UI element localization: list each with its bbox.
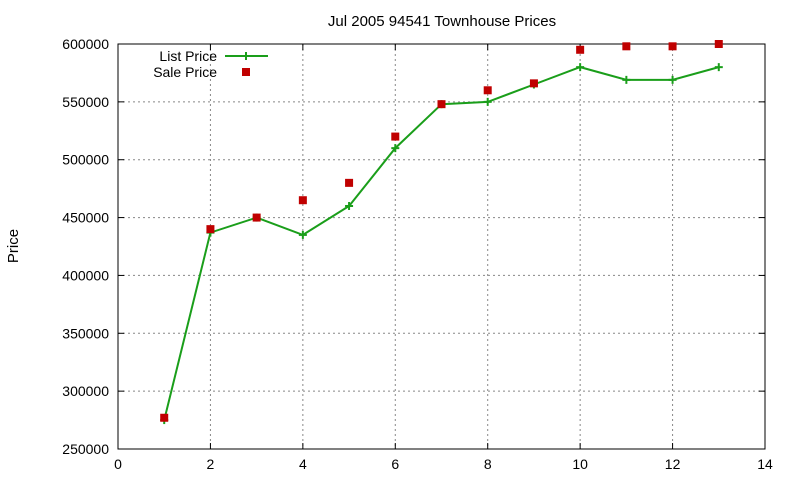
data-point bbox=[298, 196, 307, 205]
x-tick-label: 4 bbox=[299, 456, 307, 472]
y-tick-label: 350000 bbox=[62, 325, 109, 341]
x-tick-label: 2 bbox=[207, 456, 215, 472]
data-point bbox=[622, 42, 631, 51]
x-tick-label: 0 bbox=[114, 456, 122, 472]
data-point bbox=[391, 132, 400, 141]
chart-title: Jul 2005 94541 Townhouse Prices bbox=[328, 13, 556, 30]
y-tick-label: 250000 bbox=[62, 441, 109, 457]
data-point bbox=[576, 45, 585, 54]
x-tick-label: 10 bbox=[572, 456, 588, 472]
plot-frame bbox=[117, 43, 766, 450]
data-point bbox=[206, 225, 215, 234]
x-tick-label: 14 bbox=[757, 456, 773, 472]
series-sale-price bbox=[160, 40, 723, 422]
data-point bbox=[252, 213, 261, 222]
y-tick-label: 500000 bbox=[62, 152, 109, 168]
series-layer bbox=[160, 40, 723, 425]
x-tick-label: 8 bbox=[484, 456, 492, 472]
legend-swatch-marker bbox=[242, 52, 250, 60]
series-list-price bbox=[160, 63, 723, 425]
data-point bbox=[483, 97, 492, 106]
y-tick-label: 400000 bbox=[62, 267, 109, 283]
legend-label: Sale Price bbox=[153, 64, 217, 80]
y-axis-label: Price bbox=[5, 229, 22, 263]
data-point bbox=[437, 100, 446, 109]
x-tick-label: 12 bbox=[665, 456, 681, 472]
data-point bbox=[345, 178, 354, 187]
legend-swatch-marker bbox=[242, 68, 250, 76]
axis-ticks: 0 2 4 6 8 10 12 14 250000 300000 350000 400000 45000… bbox=[62, 36, 773, 472]
legend-label: List Price bbox=[159, 48, 217, 64]
data-point bbox=[622, 75, 631, 84]
data-point bbox=[714, 63, 723, 72]
data-point bbox=[298, 230, 307, 239]
data-point bbox=[345, 202, 354, 210]
x-tick-label: 6 bbox=[391, 456, 399, 472]
y-tick-label: 300000 bbox=[62, 383, 109, 399]
data-point bbox=[714, 40, 723, 48]
data-point bbox=[529, 79, 538, 88]
data-point bbox=[668, 42, 677, 51]
y-tick-label: 600000 bbox=[62, 36, 109, 52]
y-tick-label: 550000 bbox=[62, 94, 109, 110]
data-point bbox=[391, 144, 400, 153]
series-line bbox=[163, 66, 720, 421]
legend-entry: Sale Price bbox=[153, 64, 250, 80]
data-point bbox=[668, 75, 677, 84]
y-tick-label: 450000 bbox=[62, 210, 109, 226]
data-point bbox=[160, 413, 169, 422]
legend-entry: List Price bbox=[159, 48, 268, 64]
data-point bbox=[483, 86, 492, 95]
data-point bbox=[576, 63, 585, 72]
